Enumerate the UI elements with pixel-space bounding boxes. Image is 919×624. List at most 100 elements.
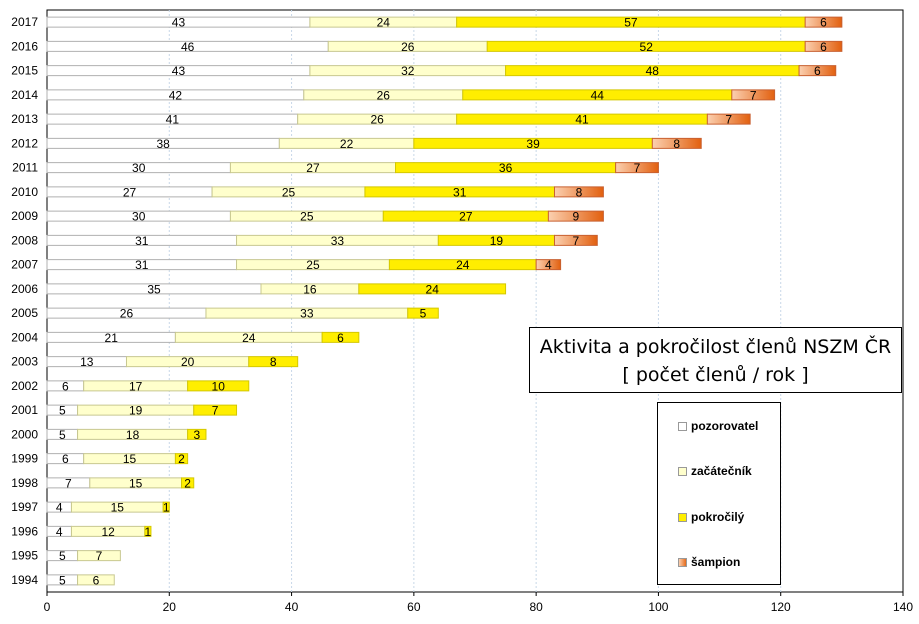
data-label: 27	[459, 210, 473, 224]
data-label: 6	[337, 331, 344, 345]
x-tick-label: 80	[529, 600, 543, 614]
data-label: 3	[193, 428, 200, 442]
data-label: 5	[59, 573, 66, 587]
bar-pokročilý	[193, 404, 238, 416]
bar-šampion	[651, 137, 702, 149]
legend-item-zacatecnik: začátečník	[678, 464, 752, 478]
data-label: 38	[156, 137, 170, 151]
data-label: 18	[126, 428, 140, 442]
data-label: 6	[62, 452, 69, 466]
y-tick-label: 2010	[11, 185, 38, 199]
data-label: 6	[820, 40, 827, 54]
data-label: 1	[163, 501, 170, 515]
data-label: 48	[646, 64, 660, 78]
data-label: 24	[456, 258, 470, 272]
data-label: 5	[420, 307, 427, 321]
data-label: 24	[377, 16, 391, 30]
bar-šampion	[804, 16, 843, 28]
legend-item-pokrocily: pokročilý	[678, 510, 744, 524]
y-tick-label: 2002	[11, 379, 38, 393]
legend-swatch-sampion	[678, 557, 687, 567]
bar-pokročilý	[187, 428, 207, 440]
y-tick-label: 2008	[11, 233, 38, 247]
x-tick-label: 120	[771, 600, 791, 614]
data-label: 16	[303, 282, 317, 296]
bar-pokročilý	[358, 283, 507, 295]
legend-label-zacatecnik: začátečník	[691, 464, 752, 478]
data-label: 27	[306, 161, 320, 175]
data-label: 27	[123, 185, 137, 199]
data-label: 15	[129, 476, 143, 490]
y-tick-label: 1994	[11, 573, 38, 587]
data-label: 7	[725, 113, 732, 127]
bar-šampion	[553, 186, 604, 198]
bar-šampion	[706, 113, 751, 125]
bar-pokročilý	[144, 525, 152, 537]
data-label: 4	[56, 501, 63, 515]
y-tick-label: 2001	[11, 403, 38, 417]
data-label: 21	[105, 331, 119, 345]
data-label: 12	[101, 525, 115, 539]
y-tick-label: 1997	[11, 500, 38, 514]
data-label: 7	[634, 161, 641, 175]
bar-šampion	[731, 89, 776, 101]
y-tick-label: 2007	[11, 258, 38, 272]
bar-šampion	[798, 65, 837, 77]
data-label: 31	[135, 258, 149, 272]
legend-label-pozorovatel: pozorovatel	[691, 419, 759, 433]
data-label: 44	[591, 88, 605, 102]
data-label: 26	[377, 88, 391, 102]
data-label: 31	[135, 234, 149, 248]
data-label: 30	[132, 161, 146, 175]
data-label: 35	[147, 282, 161, 296]
y-tick-label: 2013	[11, 112, 38, 126]
data-label: 7	[212, 404, 219, 418]
data-label: 7	[96, 549, 103, 563]
x-tick-label: 0	[44, 600, 51, 614]
data-label: 25	[282, 185, 296, 199]
data-label: 26	[370, 113, 384, 127]
data-label: 24	[242, 331, 256, 345]
data-label: 41	[575, 113, 589, 127]
data-label: 8	[576, 185, 583, 199]
data-label: 10	[212, 379, 226, 393]
plot-area	[46, 9, 904, 593]
y-tick-label: 2016	[11, 39, 38, 53]
data-label: 4	[545, 258, 552, 272]
data-label: 46	[181, 40, 195, 54]
x-tick-label: 40	[285, 600, 299, 614]
data-label: 33	[331, 234, 345, 248]
data-label: 7	[750, 88, 757, 102]
data-label: 6	[814, 64, 821, 78]
y-tick-label: 2004	[11, 330, 38, 344]
chart-subtitle: [ počet členů / rok ]	[622, 364, 809, 386]
data-label: 15	[123, 452, 137, 466]
bar-pokročilý	[248, 356, 299, 368]
y-tick-label: 1999	[11, 452, 38, 466]
bar-šampion	[535, 259, 562, 271]
bar-pokročilý	[162, 501, 170, 513]
y-tick-label: 1998	[11, 476, 38, 490]
data-label: 41	[166, 113, 180, 127]
data-label: 33	[300, 307, 314, 321]
x-tick-label: 140	[893, 600, 913, 614]
data-label: 9	[573, 210, 580, 224]
y-tick-label: 2014	[11, 88, 38, 102]
data-label: 2	[184, 476, 191, 490]
data-label: 19	[490, 234, 504, 248]
y-tick-label: 2000	[11, 427, 38, 441]
chart-title: Aktivita a pokročilost členů NSZM ČR	[539, 336, 892, 358]
data-label: 2	[178, 452, 185, 466]
y-tick-label: 2005	[11, 306, 38, 320]
data-label: 7	[65, 476, 72, 490]
y-tick-label: 2003	[11, 355, 38, 369]
bar-začátečník	[77, 574, 115, 586]
data-label: 5	[59, 428, 66, 442]
legend: pozorovatel začátečník pokročilý šampion	[657, 402, 781, 585]
data-label: 7	[573, 234, 580, 248]
legend-item-pozorovatel: pozorovatel	[678, 419, 758, 433]
data-label: 26	[401, 40, 415, 54]
data-label: 13	[80, 355, 94, 369]
bar-začátečník	[77, 550, 121, 562]
